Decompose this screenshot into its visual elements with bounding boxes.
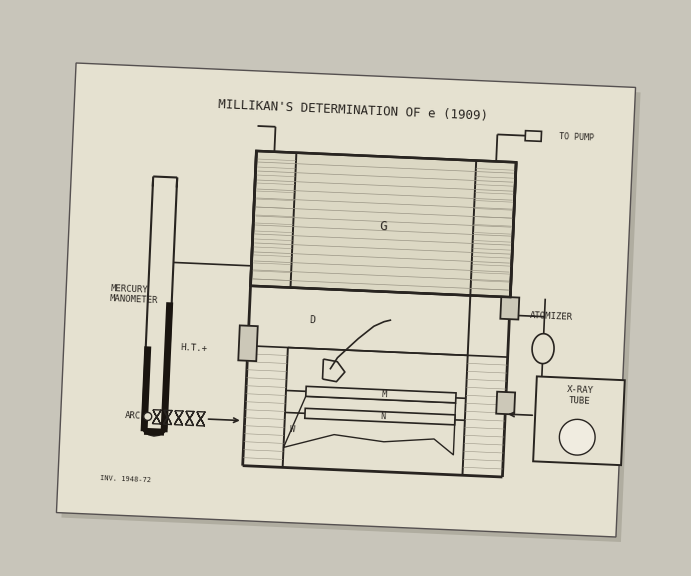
Text: ARC: ARC	[125, 411, 142, 421]
Polygon shape	[305, 408, 455, 425]
Polygon shape	[532, 334, 554, 363]
Text: MERCURY
MANOMETER: MERCURY MANOMETER	[110, 284, 159, 305]
Polygon shape	[560, 419, 595, 455]
Text: D: D	[309, 316, 315, 325]
Text: ATOMIZER: ATOMIZER	[529, 310, 573, 321]
Text: INV. 1948-72: INV. 1948-72	[100, 475, 151, 483]
Polygon shape	[251, 151, 516, 297]
Text: MILLIKAN'S DETERMINATION OF e (1909): MILLIKAN'S DETERMINATION OF e (1909)	[218, 98, 489, 123]
Text: X-RAY
TUBE: X-RAY TUBE	[566, 385, 594, 406]
Polygon shape	[525, 131, 542, 141]
Text: H.T.+: H.T.+	[181, 343, 208, 353]
Polygon shape	[61, 68, 641, 542]
Text: TO PUMP: TO PUMP	[559, 132, 595, 142]
Polygon shape	[57, 63, 636, 537]
Polygon shape	[305, 386, 456, 403]
Text: W: W	[290, 425, 295, 434]
Polygon shape	[500, 297, 519, 320]
Polygon shape	[496, 392, 515, 415]
Polygon shape	[238, 325, 258, 361]
Polygon shape	[144, 412, 152, 420]
Text: N: N	[380, 412, 386, 421]
Polygon shape	[533, 376, 625, 465]
Text: M: M	[381, 390, 386, 399]
Text: G: G	[379, 220, 387, 233]
